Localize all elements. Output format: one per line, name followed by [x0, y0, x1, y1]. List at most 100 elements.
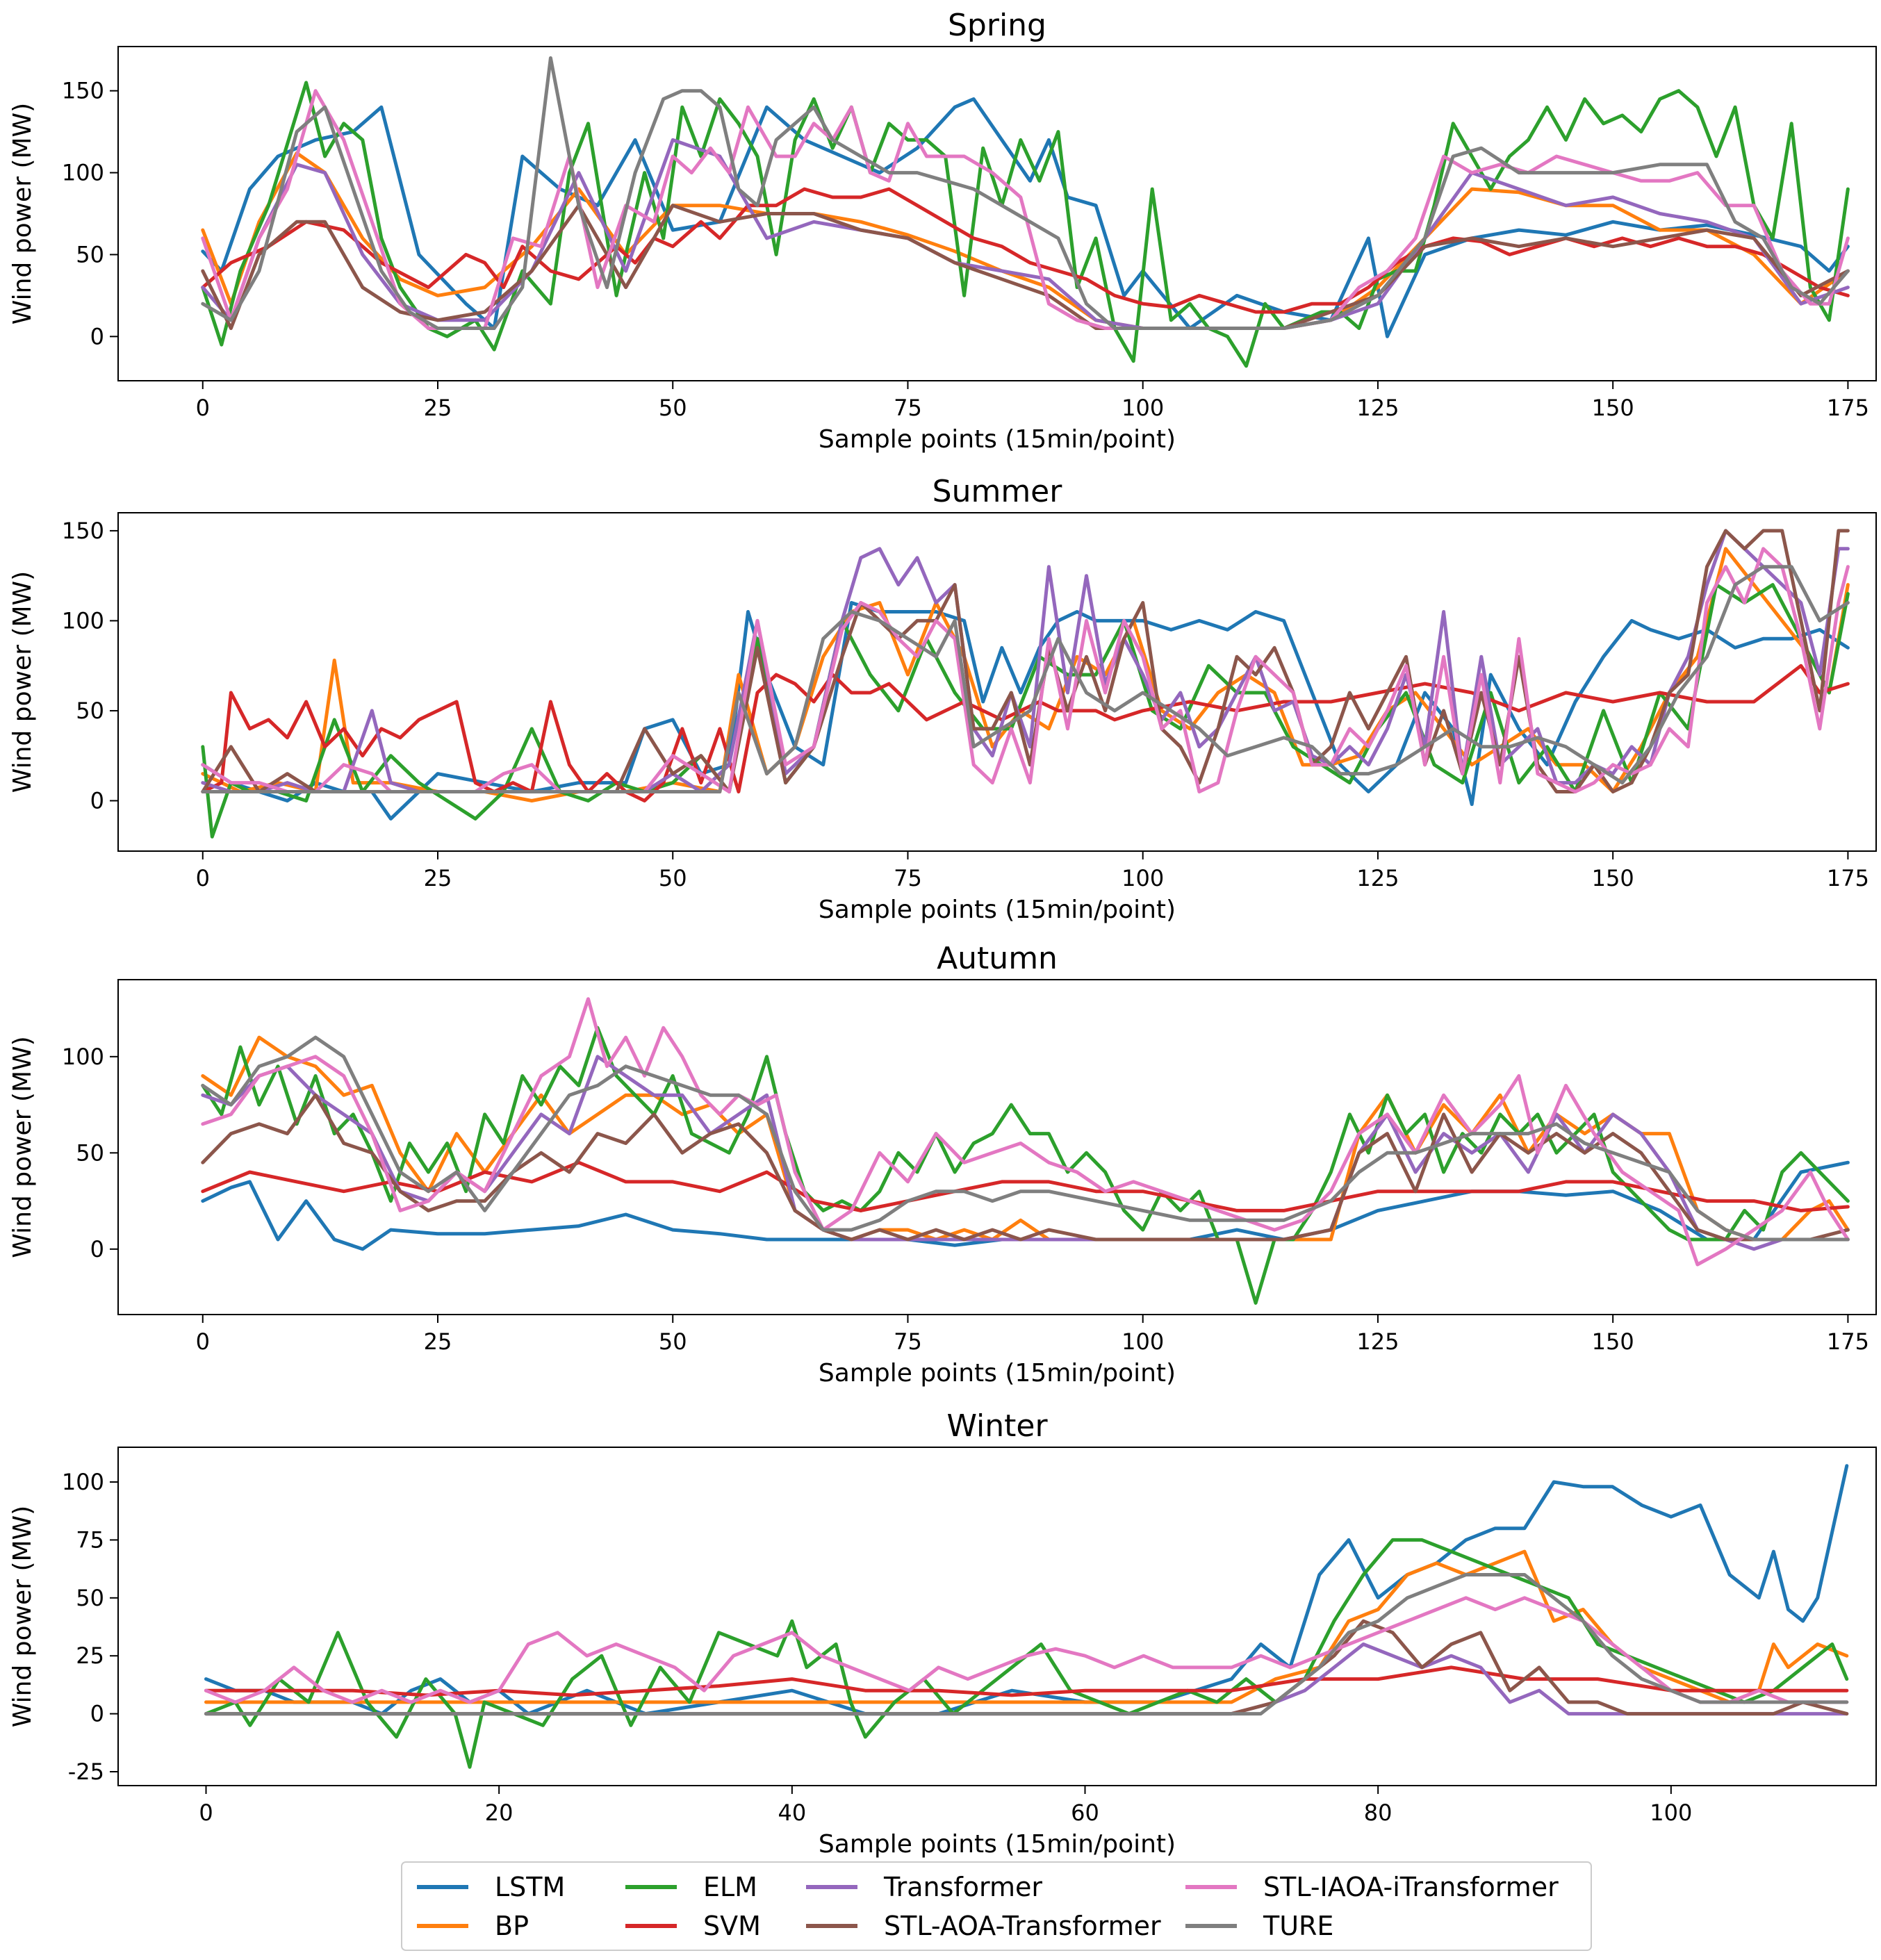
series-line-stl-iaoa-itransformer-winter: [204, 1596, 1849, 1704]
x-tick-label: 60: [1071, 1800, 1099, 1826]
y-tick-label: 75: [76, 1526, 104, 1553]
series-group-autumn: [201, 997, 1850, 1305]
x-tick-label: 0: [196, 1328, 210, 1355]
x-tick-label: 25: [424, 395, 452, 421]
series-line-elm-autumn: [201, 1026, 1850, 1305]
legend-label-bp: BP: [495, 1911, 529, 1941]
y-tick-label: 100: [62, 607, 104, 634]
y-tick-label: 150: [62, 518, 104, 544]
series-line-lstm-autumn: [201, 1160, 1850, 1251]
y-tick-label: 100: [62, 1469, 104, 1495]
panel-winter: Winter 0 20 40 60 80 100 -25 0 25 50 75 100 Sample po…: [8, 1408, 1877, 1859]
x-tick-label: 75: [894, 1328, 922, 1355]
series-line-bp-spring: [201, 151, 1850, 330]
series-line-lstm-winter: [204, 1464, 1849, 1716]
x-tick-label: 0: [199, 1800, 213, 1826]
y-tick-label: 0: [90, 323, 104, 349]
x-tick-label: 50: [659, 865, 687, 891]
panel-title-spring: Spring: [948, 8, 1046, 43]
x-tick-label: 100: [1122, 1328, 1164, 1355]
panel-summer: Summer 0 25 50 75 100 125 150 175 0 50 100 150 Sample…: [8, 474, 1877, 924]
x-tick-label: 175: [1827, 1328, 1869, 1355]
x-axis-label-autumn: Sample points (15min/point): [819, 1359, 1176, 1387]
legend-label-svm: SVM: [703, 1911, 761, 1941]
legend-label-ture: TURE: [1263, 1911, 1333, 1941]
x-tick-label: 20: [485, 1800, 514, 1826]
y-tick-label: 100: [62, 1044, 104, 1070]
x-tick-label: 150: [1592, 1328, 1634, 1355]
legend-label-stl-aoa-transformer: STL-AOA-Transformer: [884, 1911, 1161, 1941]
series-line-bp-winter: [204, 1549, 1849, 1704]
panel-autumn: Autumn 0 25 50 75 100 125 150 175 0 50 100 Sample po…: [8, 941, 1877, 1387]
y-axis-label-autumn: Wind power (MW): [8, 1036, 37, 1258]
series-line-stl-iaoa-itransformer-spring: [201, 89, 1850, 330]
legend-label-stl-iaoa-itransformer: STL-IAOA-iTransformer: [1263, 1872, 1559, 1902]
legend-box: [401, 1861, 1592, 1951]
series-line-ture-winter: [204, 1573, 1849, 1716]
x-tick-label: 175: [1827, 395, 1869, 421]
y-tick-label: 50: [76, 241, 104, 267]
x-tick-label: 125: [1356, 865, 1399, 891]
series-line-stl-iaoa-itransformer-autumn: [201, 997, 1850, 1267]
x-tick-label: 150: [1592, 395, 1634, 421]
x-tick-label: 175: [1827, 865, 1869, 891]
series-line-ture-summer: [201, 565, 1850, 793]
series-line-lstm-summer: [201, 601, 1850, 821]
series-line-ture-autumn: [201, 1035, 1850, 1242]
x-tick-label: 125: [1356, 395, 1399, 421]
panel-spring: Spring 0 25 50 75 100 125 150 175 0 50 100 150 Sample…: [8, 8, 1877, 454]
x-tick-label: 50: [659, 395, 687, 421]
y-axis-label-spring: Wind power (MW): [8, 103, 37, 324]
x-tick-label: 50: [659, 1328, 687, 1355]
x-tick-label: 0: [196, 395, 210, 421]
series-line-ture-spring: [201, 56, 1850, 330]
y-tick-label: 50: [76, 1585, 104, 1611]
plot-frame-spring: [117, 46, 1877, 381]
legend-label-transformer: Transformer: [883, 1872, 1042, 1902]
x-tick-label: 25: [424, 865, 452, 891]
y-axis-label-winter: Wind power (MW): [8, 1506, 37, 1727]
series-group-winter: [204, 1464, 1849, 1769]
plot-frame-winter: [117, 1447, 1877, 1786]
y-axis-label-summer: Wind power (MW): [8, 571, 37, 793]
legend-entry-ture: TURE: [1185, 1911, 1333, 1941]
legend-entry-stl-aoa-transformer: STL-AOA-Transformer: [806, 1911, 1161, 1941]
x-tick-label: 25: [424, 1328, 452, 1355]
x-tick-label: 100: [1650, 1800, 1692, 1826]
y-tick-label: 100: [62, 160, 104, 186]
legend-entry-svm: SVM: [625, 1911, 761, 1941]
legend-entry-transformer: Transformer: [806, 1872, 1042, 1902]
series-line-svm-summer: [201, 664, 1850, 802]
x-tick-label: 75: [894, 865, 922, 891]
y-tick-label: 0: [90, 787, 104, 814]
x-tick-label: 100: [1122, 395, 1164, 421]
y-tick-label: 150: [62, 78, 104, 104]
series-line-elm-summer: [201, 583, 1850, 839]
y-tick-label: -25: [68, 1759, 104, 1785]
y-tick-label: 50: [76, 1139, 104, 1166]
series-line-svm-winter: [204, 1665, 1849, 1697]
legend-entry-elm: ELM: [625, 1872, 757, 1902]
series-group-spring: [201, 56, 1850, 368]
series-line-stl-aoa-transformer-autumn: [201, 1093, 1850, 1242]
y-tick-label: 50: [76, 698, 104, 724]
series-group-summer: [201, 529, 1850, 839]
x-tick-label: 100: [1122, 865, 1164, 891]
series-line-elm-winter: [204, 1538, 1849, 1769]
legend-label-lstm: LSTM: [495, 1872, 565, 1902]
plot-frame-autumn: [117, 979, 1877, 1315]
x-tick-label: 0: [196, 865, 210, 891]
series-line-stl-aoa-transformer-spring: [201, 204, 1850, 330]
x-axis-label-spring: Sample points (15min/point): [819, 425, 1176, 454]
x-axis-label-summer: Sample points (15min/point): [819, 896, 1176, 924]
panel-title-summer: Summer: [933, 474, 1063, 509]
series-line-stl-iaoa-itransformer-summer: [201, 547, 1850, 793]
x-tick-label: 125: [1356, 1328, 1399, 1355]
x-tick-label: 75: [894, 395, 922, 421]
legend-entry-lstm: LSTM: [417, 1872, 565, 1902]
panel-title-autumn: Autumn: [937, 941, 1058, 976]
series-line-lstm-spring: [201, 97, 1850, 338]
y-tick-label: 0: [90, 1236, 104, 1262]
x-tick-label: 40: [778, 1800, 806, 1826]
